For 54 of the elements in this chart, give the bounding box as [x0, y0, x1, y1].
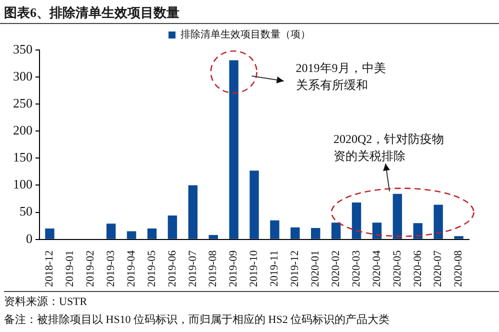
- bar: [311, 228, 320, 239]
- bar: [250, 170, 259, 239]
- y-tick-label: 150: [13, 150, 32, 165]
- bar: [229, 60, 238, 239]
- bar: [434, 204, 443, 239]
- y-tick-label: 0: [26, 230, 32, 246]
- x-tick-label: 2018-12: [44, 250, 56, 288]
- y-tick-label: 250: [13, 96, 32, 111]
- bar: [45, 228, 54, 239]
- x-tick-label: 2019-06: [166, 250, 178, 288]
- x-tick-label: 2019-09: [228, 250, 240, 288]
- x-tick-label: 2020-08: [452, 250, 465, 288]
- x-tick-label: 2020-02: [330, 250, 342, 288]
- x-tick-label: 2020-03: [350, 250, 362, 288]
- x-tick-label: 2019-07: [186, 250, 199, 288]
- bar: [270, 220, 280, 239]
- y-tick-label: 350: [13, 41, 32, 56]
- x-tick-label: 2019-03: [104, 250, 117, 288]
- x-tick-label: 2019-04: [125, 250, 138, 288]
- bar: [106, 224, 116, 239]
- x-tick-label: 2019-05: [146, 250, 158, 288]
- bar: [413, 223, 422, 239]
- annotation: 2019年9月，中美关系有所缓和: [296, 60, 387, 94]
- x-tick-label: 2019-01: [64, 250, 76, 288]
- annotation: 2020Q2，针对防疫物资的关税排除: [334, 131, 446, 166]
- x-tick-label: 2020-05: [391, 250, 404, 288]
- x-tick-label: 2019-10: [248, 250, 260, 288]
- text: 备注：被排除项目以 HS10 位码标识，而归属于相应的 HS2 位码标识的产品大类: [4, 312, 391, 328]
- x-tick-label: 2020-04: [370, 250, 383, 288]
- x-tick-label: 2020-01: [310, 250, 322, 288]
- bar: [331, 222, 341, 239]
- y-tick-label: 300: [13, 68, 32, 84]
- x-tick-label: 2019-02: [84, 250, 97, 288]
- x-tick-label: 2020-07: [432, 250, 444, 288]
- bar: [188, 185, 198, 239]
- x-tick-label: 2020-06: [412, 250, 424, 288]
- bar: [372, 222, 382, 239]
- legend-label: 排除清单生效项目数量（项）: [180, 28, 310, 41]
- bar: [208, 235, 218, 239]
- y-tick-label: 50: [20, 204, 32, 219]
- y-tick-label: 100: [13, 176, 32, 192]
- y-tick-label: 200: [13, 122, 32, 138]
- bar: [126, 231, 136, 239]
- text: 资料来源：USTR: [4, 295, 88, 310]
- bar: [352, 202, 362, 239]
- x-tick-label: 2019-11: [268, 250, 281, 287]
- bar: [168, 216, 178, 239]
- x-tick-label: 2019-08: [207, 250, 220, 288]
- x-tick-label: 2019-12: [289, 250, 302, 288]
- bar: [290, 227, 300, 239]
- chart-title: 图表6、排除清单生效项目数量: [4, 4, 180, 22]
- bar: [454, 236, 464, 239]
- bar: [147, 228, 157, 239]
- bar: [392, 194, 402, 239]
